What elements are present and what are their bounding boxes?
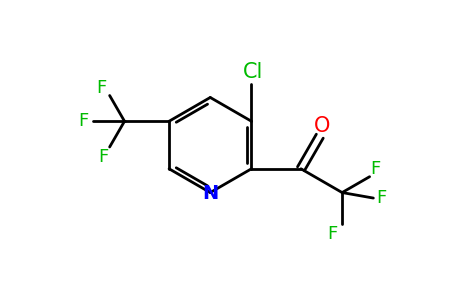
Text: F: F — [370, 160, 381, 178]
Text: F: F — [99, 148, 109, 166]
Text: F: F — [78, 112, 88, 130]
Text: F: F — [97, 79, 107, 97]
Text: F: F — [376, 189, 386, 207]
Text: N: N — [202, 184, 219, 203]
Text: F: F — [327, 225, 337, 243]
Text: Cl: Cl — [243, 62, 264, 82]
Text: O: O — [314, 116, 330, 136]
